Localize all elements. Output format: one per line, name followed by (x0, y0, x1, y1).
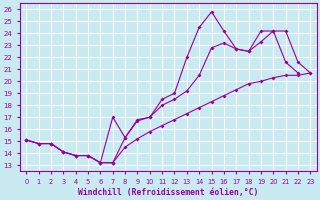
X-axis label: Windchill (Refroidissement éolien,°C): Windchill (Refroidissement éolien,°C) (78, 188, 259, 197)
